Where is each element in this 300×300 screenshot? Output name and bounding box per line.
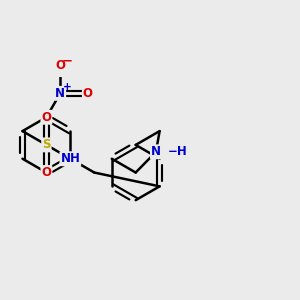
Text: O: O bbox=[83, 87, 93, 100]
Text: O: O bbox=[41, 111, 51, 124]
Text: +: + bbox=[63, 82, 72, 92]
Text: N: N bbox=[151, 145, 161, 158]
Text: O: O bbox=[41, 166, 51, 179]
Text: N: N bbox=[55, 87, 65, 100]
Text: −: − bbox=[61, 54, 72, 67]
Text: O: O bbox=[55, 59, 65, 72]
Text: NH: NH bbox=[60, 152, 80, 165]
Text: −H: −H bbox=[168, 145, 187, 158]
Text: S: S bbox=[42, 138, 51, 152]
